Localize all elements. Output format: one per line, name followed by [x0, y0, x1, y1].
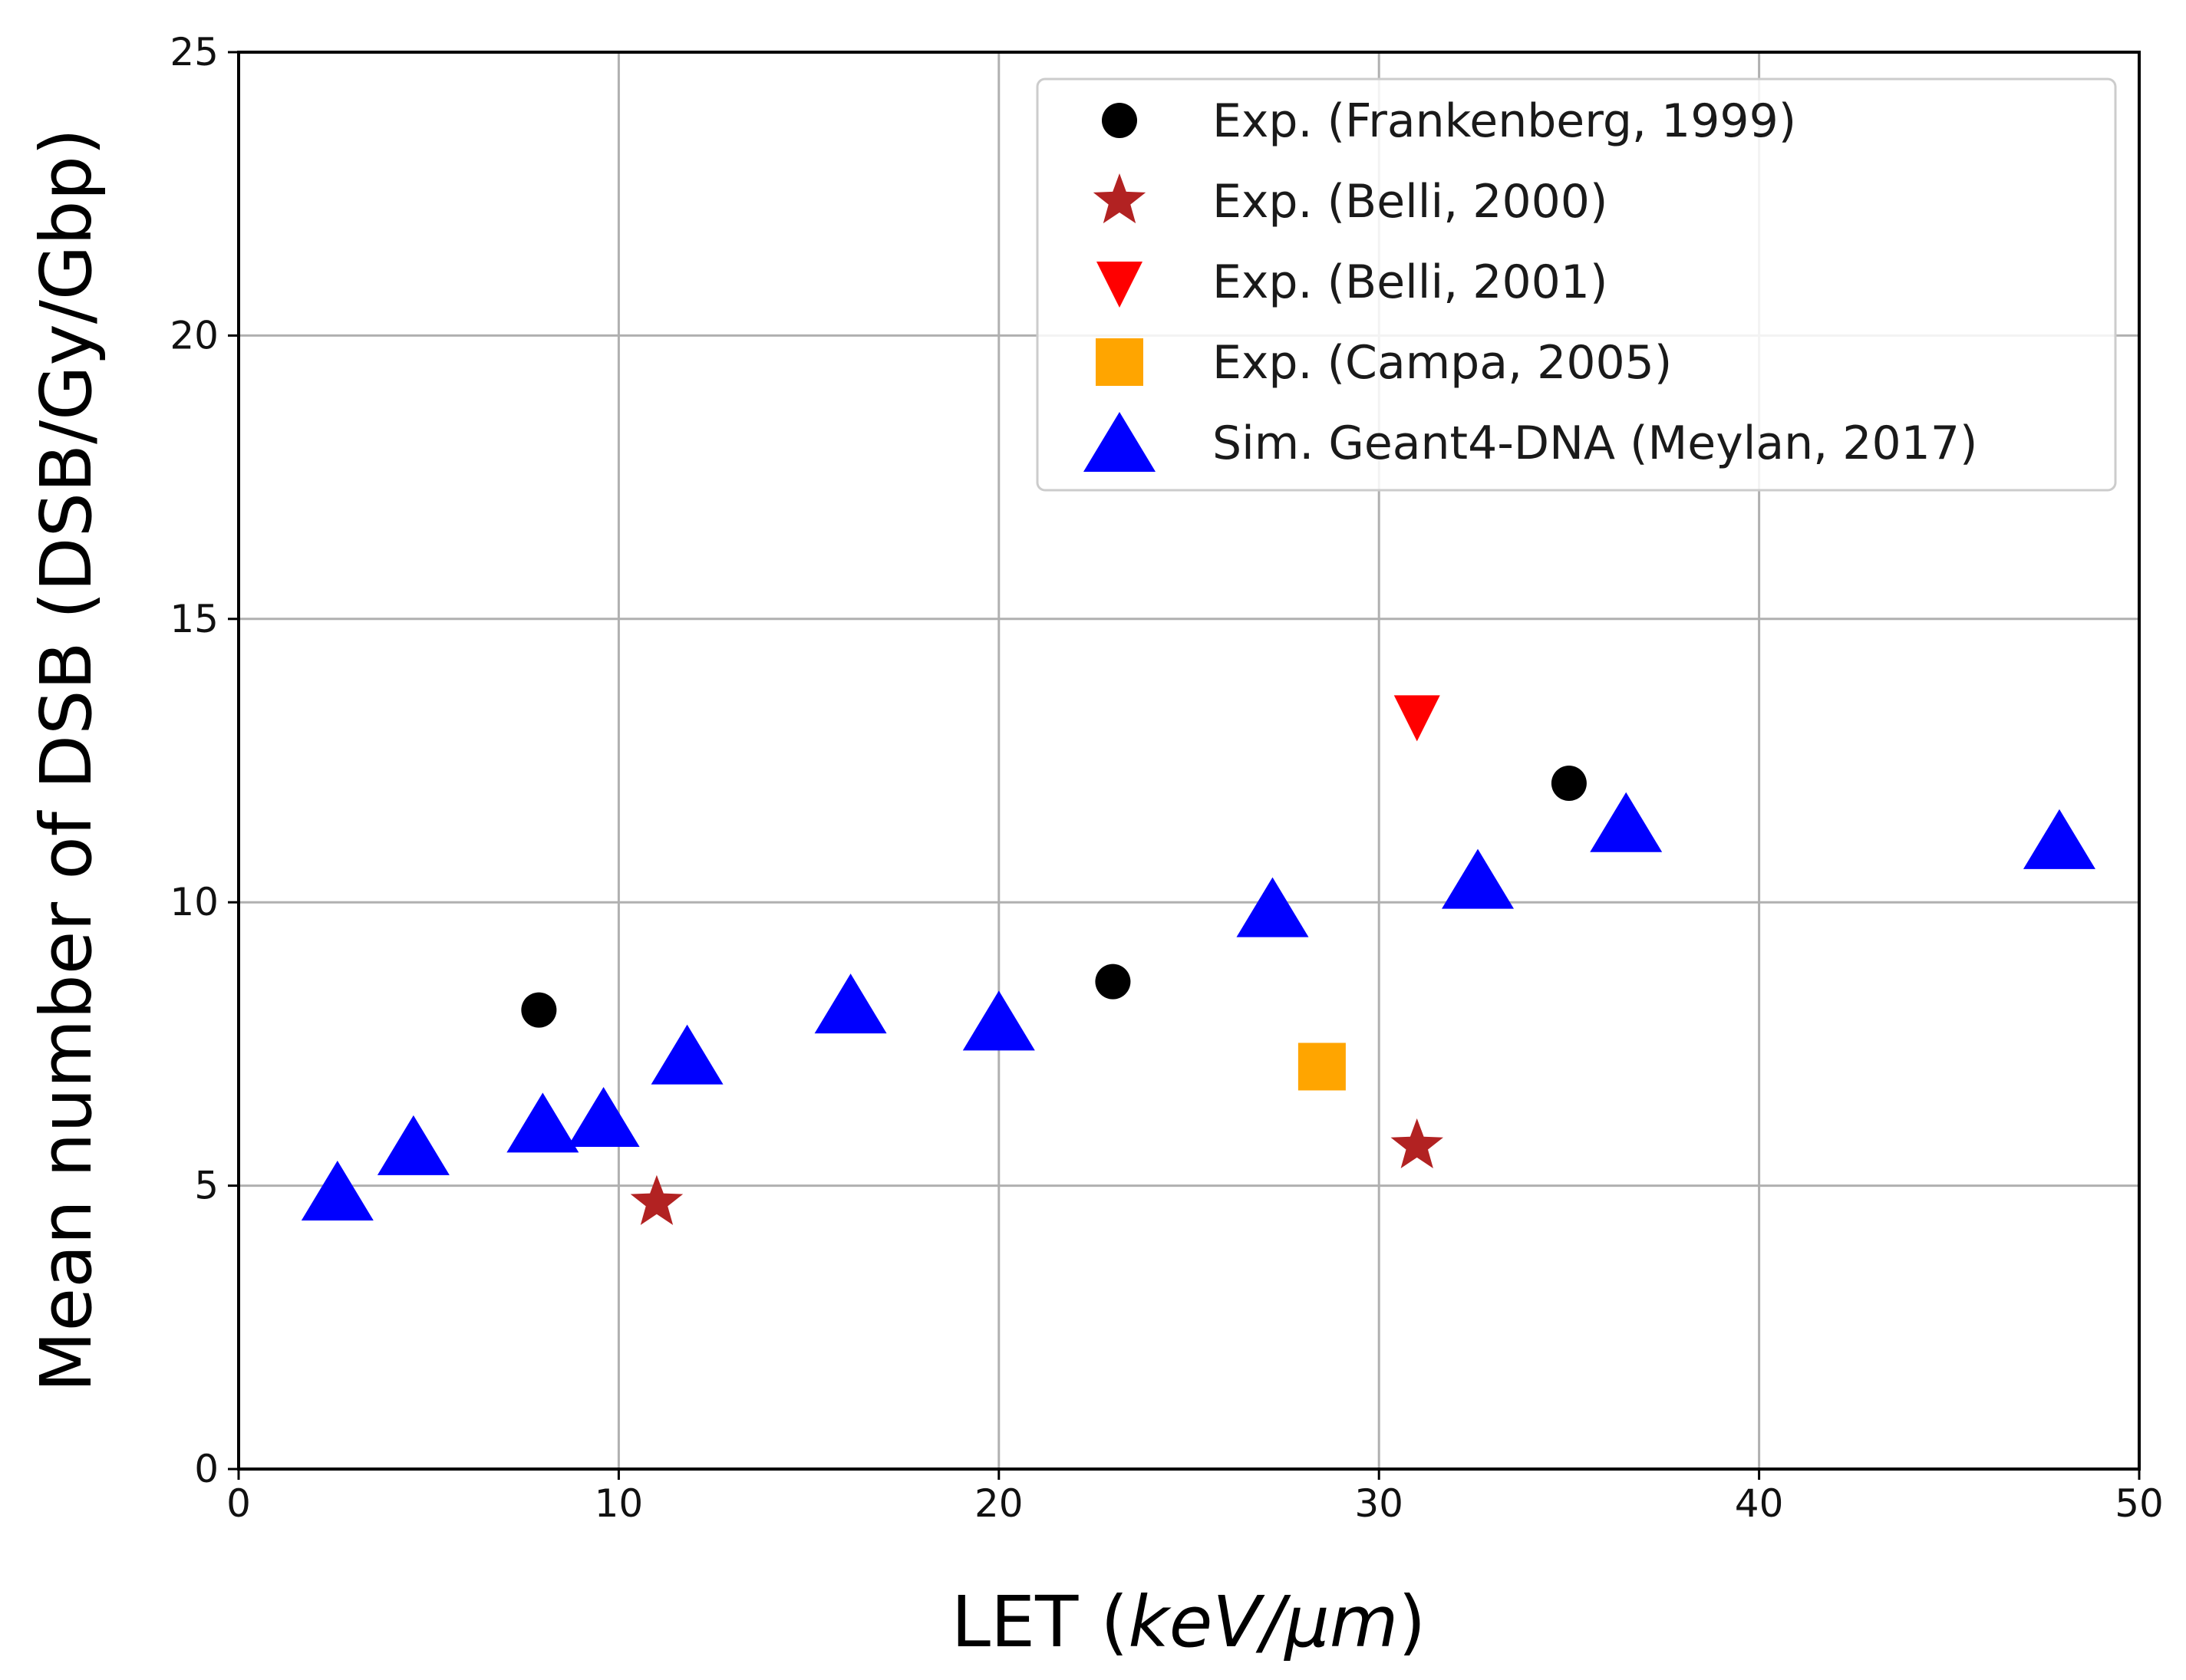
geant4-dna-meylan-2017-point: [814, 973, 887, 1034]
circle-legend-marker: [1102, 103, 1137, 138]
geant4-dna-meylan-2017-point: [962, 990, 1035, 1051]
frankenberg-1999-point: [521, 992, 557, 1028]
campa-2005-point: [1297, 1043, 1346, 1091]
x-tick-label: 50: [2115, 1481, 2164, 1526]
y-tick-label: 20: [170, 313, 219, 357]
geant4-dna-meylan-2017-point: [1590, 792, 1663, 852]
x-tick-label: 10: [595, 1481, 644, 1526]
x-tick-label: 40: [1735, 1481, 1784, 1526]
legend-label: Sim. Geant4-DNA (Meylan, 2017): [1212, 417, 1977, 470]
triangle-down-legend-marker: [1096, 262, 1142, 308]
axis-ticks: 0 10 20 30 40 50 0 5 10 15 20 25: [170, 30, 2163, 1526]
x-tick-label: 30: [1354, 1481, 1403, 1526]
y-tick-label: 15: [170, 597, 219, 641]
belli-2001-point: [1393, 695, 1440, 742]
y-tick-label: 25: [170, 30, 219, 74]
y-axis-label: Mean number of DSB (DSB/Gy/Gbp): [25, 128, 107, 1392]
geant4-dna-meylan-2017-point: [651, 1024, 724, 1085]
geant4-dna-meylan-2017-point: [1442, 848, 1515, 909]
geant4-dna-meylan-2017-point: [506, 1092, 579, 1153]
legend-frankenberg-1999: Exp. (Frankenberg, 1999): [1102, 94, 1796, 148]
legend-label: Exp. (Belli, 2001): [1212, 255, 1607, 309]
plot-area: [237, 51, 2141, 1471]
legend-campa-2005: Exp. (Campa, 2005): [1096, 336, 1672, 390]
frankenberg-1999-point: [1095, 964, 1131, 1000]
triangle-up-legend-marker: [1083, 412, 1156, 472]
geant4-dna-meylan-2017-point: [2023, 809, 2095, 869]
frankenberg-1999-point: [1551, 766, 1587, 802]
star-legend-marker: [1093, 173, 1146, 224]
y-tick-label: 0: [194, 1447, 219, 1491]
geant4-dna-meylan-2017-point: [377, 1115, 450, 1175]
data-points: [301, 695, 2095, 1225]
legend-belli-2001: Exp. (Belli, 2001): [1096, 255, 1607, 309]
y-tick-label: 5: [194, 1164, 219, 1208]
legend-belli-2000: Exp. (Belli, 2000): [1093, 173, 1607, 229]
legend-geant4-dna-meylan-2017: Sim. Geant4-DNA (Meylan, 2017): [1083, 412, 1977, 472]
geant4-dna-meylan-2017-point: [567, 1086, 640, 1147]
geant4-dna-meylan-2017-point: [1236, 877, 1309, 937]
x-axis-label: LET (keV/μm): [951, 1581, 1426, 1663]
belli-2000-point: [1390, 1118, 1443, 1168]
geant4-dna-meylan-2017-point: [301, 1160, 374, 1220]
legend-box: [1036, 77, 2117, 492]
x-tick-label: 0: [226, 1481, 251, 1526]
y-tick-label: 10: [170, 880, 219, 924]
legend-label: Exp. (Campa, 2005): [1212, 336, 1672, 390]
belli-2000-point: [630, 1174, 684, 1225]
square-legend-marker: [1096, 338, 1143, 386]
legend-label: Exp. (Frankenberg, 1999): [1212, 94, 1796, 148]
x-tick-label: 20: [974, 1481, 1024, 1526]
legend: Exp. (Frankenberg, 1999) Exp. (Belli, 200…: [1036, 77, 2117, 492]
legend-label: Exp. (Belli, 2000): [1212, 175, 1607, 229]
